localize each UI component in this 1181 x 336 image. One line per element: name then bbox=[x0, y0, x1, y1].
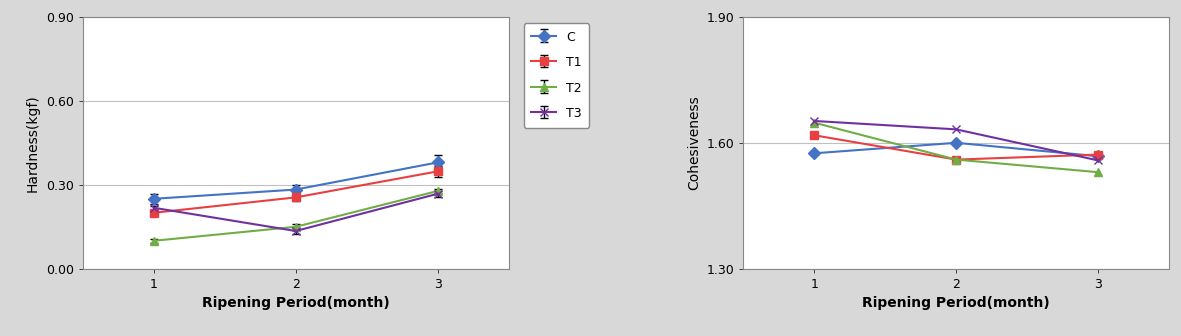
T3 bbox=[807, 119, 821, 123]
Y-axis label: Cohesiveness: Cohesiveness bbox=[687, 95, 700, 190]
T1 bbox=[950, 158, 964, 162]
Line: T2: T2 bbox=[810, 119, 1102, 176]
T1 bbox=[807, 133, 821, 137]
T2 bbox=[807, 121, 821, 125]
T2 bbox=[950, 158, 964, 162]
T3 bbox=[1091, 159, 1105, 163]
Y-axis label: Hardness(kgf): Hardness(kgf) bbox=[26, 94, 40, 192]
X-axis label: Ripening Period(month): Ripening Period(month) bbox=[862, 296, 1050, 310]
X-axis label: Ripening Period(month): Ripening Period(month) bbox=[202, 296, 390, 310]
T1 bbox=[1091, 153, 1105, 157]
T2 bbox=[1091, 170, 1105, 174]
Line: T3: T3 bbox=[810, 117, 1102, 165]
C bbox=[807, 151, 821, 155]
Line: C: C bbox=[810, 139, 1102, 160]
C bbox=[1091, 154, 1105, 158]
T3 bbox=[950, 127, 964, 131]
C bbox=[950, 141, 964, 145]
Legend: C, T1, T2, T3: C, T1, T2, T3 bbox=[523, 23, 589, 128]
Line: T1: T1 bbox=[810, 131, 1102, 164]
